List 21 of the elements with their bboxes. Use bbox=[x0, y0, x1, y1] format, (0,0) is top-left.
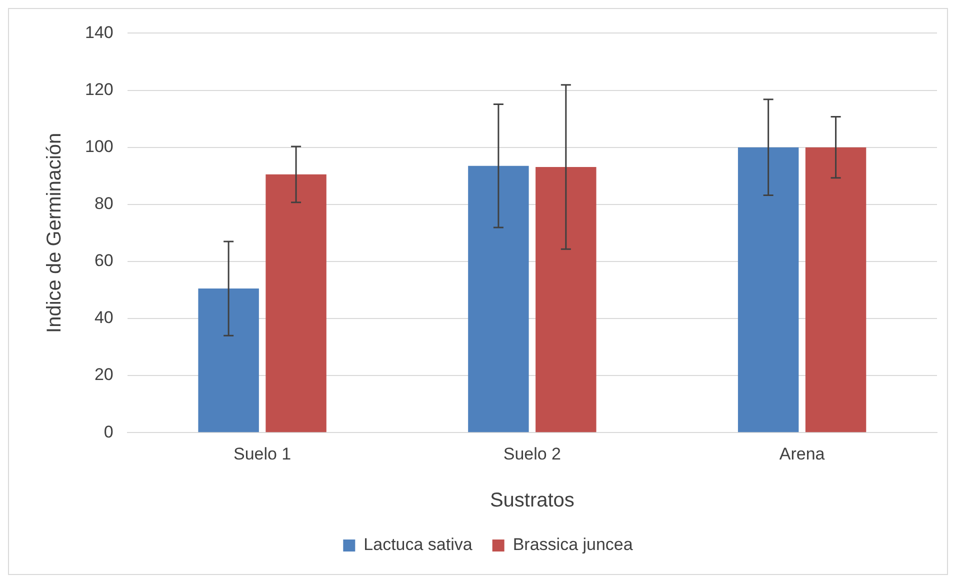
legend-label: Brassica juncea bbox=[512, 535, 634, 554]
bar bbox=[266, 174, 326, 432]
bar bbox=[468, 166, 529, 432]
x-tick-label: Arena bbox=[779, 444, 826, 464]
y-tick-label: 140 bbox=[84, 22, 114, 42]
x-tick-label: Suelo 1 bbox=[233, 444, 292, 464]
y-tick-label: 20 bbox=[94, 365, 114, 384]
bar bbox=[805, 147, 866, 432]
x-axis-title: Sustratos bbox=[490, 490, 574, 512]
y-tick-label: 40 bbox=[94, 308, 114, 328]
y-tick-label: 100 bbox=[84, 137, 114, 156]
legend-label: Lactuca sativa bbox=[364, 535, 473, 554]
y-tick-label: 120 bbox=[84, 80, 114, 99]
x-tick-label: Suelo 2 bbox=[503, 444, 562, 464]
y-tick-label: 80 bbox=[94, 194, 114, 214]
y-axis-title: Indice de Germinación bbox=[44, 132, 66, 333]
y-tick-label: 60 bbox=[94, 251, 114, 270]
y-tick-label: 0 bbox=[104, 422, 114, 442]
bar bbox=[536, 167, 596, 432]
bar bbox=[738, 147, 799, 432]
bar bbox=[198, 288, 259, 432]
